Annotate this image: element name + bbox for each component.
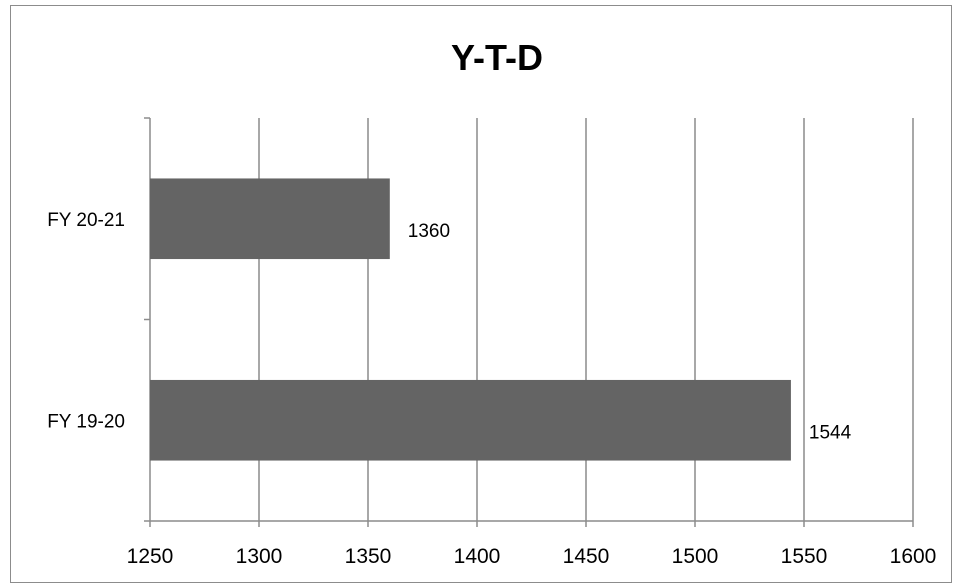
x-tick-label: 1400	[454, 545, 501, 568]
category-label: FY 20-21	[47, 210, 125, 231]
x-tick-label: 1500	[672, 545, 719, 568]
data-label: 1544	[809, 422, 852, 443]
x-tick-label: 1450	[563, 545, 610, 568]
bar	[150, 178, 390, 260]
labels: 1250 1300 1350 1400 1450 1500 1550 1600 FY 20-21…	[47, 210, 936, 568]
x-tick-label: 1300	[236, 545, 283, 568]
x-tick-label: 1550	[781, 545, 828, 568]
x-tick-label: 1350	[345, 545, 392, 568]
bars	[150, 178, 791, 461]
x-tick-label: 1250	[127, 545, 174, 568]
x-tick-label: 1600	[890, 545, 937, 568]
bar	[150, 379, 791, 461]
category-label: FY 19-20	[47, 411, 125, 432]
chart-title: Y-T-D	[451, 37, 543, 78]
data-label: 1360	[408, 221, 450, 242]
chart-frame	[10, 5, 952, 583]
